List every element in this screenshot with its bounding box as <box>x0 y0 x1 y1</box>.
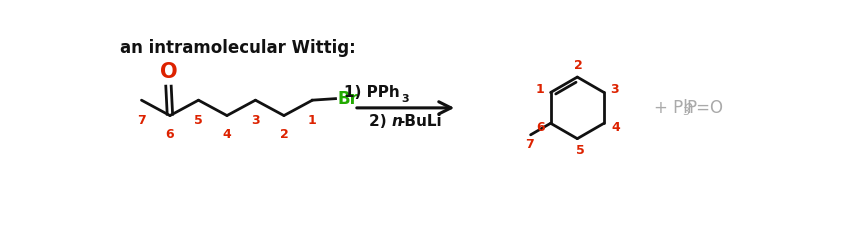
Text: 1: 1 <box>536 83 544 96</box>
Text: 1: 1 <box>308 114 317 127</box>
Text: 4: 4 <box>223 128 231 141</box>
Text: 2: 2 <box>280 128 288 141</box>
Text: 6: 6 <box>166 128 175 141</box>
Text: 3: 3 <box>401 94 408 104</box>
Text: 2): 2) <box>369 114 392 129</box>
Text: 1) PPh: 1) PPh <box>343 85 400 100</box>
Text: P=O: P=O <box>687 99 723 117</box>
Text: 7: 7 <box>137 114 146 127</box>
Text: -BuLi: -BuLi <box>398 114 442 129</box>
Text: 5: 5 <box>576 144 585 158</box>
Text: 3: 3 <box>610 83 619 96</box>
Text: 4: 4 <box>611 121 620 134</box>
Text: 6: 6 <box>537 121 545 134</box>
Text: 7: 7 <box>525 138 533 151</box>
Text: 2: 2 <box>574 59 583 72</box>
Text: 3: 3 <box>251 114 259 127</box>
Text: + Ph: + Ph <box>654 99 694 117</box>
Text: O: O <box>159 62 177 82</box>
Text: Br: Br <box>337 90 358 108</box>
Text: n: n <box>392 114 402 129</box>
Text: an intramolecular Wittig:: an intramolecular Wittig: <box>120 39 356 57</box>
Text: 5: 5 <box>194 114 203 127</box>
Text: 3: 3 <box>682 107 689 117</box>
